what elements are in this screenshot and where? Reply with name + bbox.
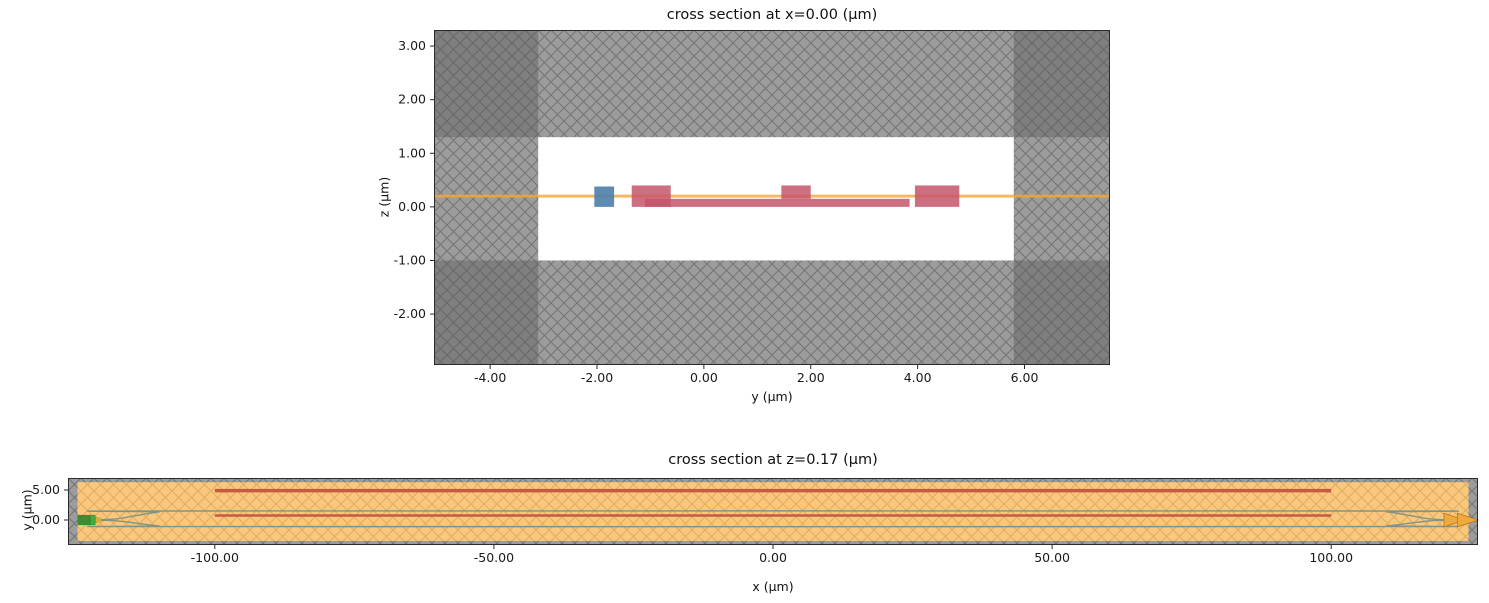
bottom-x-axis-label: x (μm) (752, 579, 794, 594)
x-tick-label: 0.00 (690, 370, 718, 385)
red-rect-right (914, 185, 960, 207)
y-tick-label: 1.00 (398, 145, 426, 160)
bottom-axes-plot: -100.00 -50.00 0.00 50.00 100.00 5.00 0.00 (32, 478, 1480, 565)
x-tick-label: 50.00 (1034, 550, 1070, 565)
y-tick-label: 0.00 (398, 199, 426, 214)
left-port-orange-dot (95, 517, 102, 523)
top-plot-title: cross section at x=0.00 (μm) (666, 7, 878, 23)
x-tick-label: -50.00 (474, 550, 514, 565)
y-tick-label: 3.00 (398, 38, 426, 53)
plot-shapes (434, 30, 1110, 365)
red-rect-mid (781, 185, 811, 199)
x-tick-label: 0.00 (759, 550, 787, 565)
waveguide-arm-top (86, 510, 1460, 521)
corner-top-left-hatch (434, 30, 539, 138)
axes-frame (434, 30, 1110, 365)
top-x-axis-label: y (μm) (751, 389, 793, 404)
left-port-marker (77, 514, 96, 526)
corner-top-right-hatch (1013, 30, 1110, 138)
teal-core-rect (594, 186, 615, 207)
corner-bottom-right-hatch (1013, 260, 1110, 365)
corner-bottom-left-hatch (434, 260, 539, 365)
axes-frame (68, 478, 1478, 545)
x-tick-label: 2.00 (797, 370, 825, 385)
red-slab-rect (645, 198, 910, 207)
bottom-plot-title: cross section at z=0.17 (μm) (668, 452, 878, 468)
right-port-arrow-2 (1456, 512, 1480, 528)
x-tick-label: 100.00 (1309, 550, 1353, 565)
x-tick-label: -2.00 (581, 370, 613, 385)
x-tick-label: -100.00 (191, 550, 239, 565)
y-tick-label: -1.00 (394, 252, 426, 267)
right-port-arrow-1 (1443, 512, 1466, 528)
x-tick-label: 6.00 (1011, 370, 1039, 385)
y-tick-label: 0.00 (32, 512, 60, 527)
waveguide-arm-bottom (86, 519, 1460, 528)
x-tick-label: 4.00 (904, 370, 932, 385)
y-tick-label: 5.00 (32, 482, 60, 497)
x-tick-label: -4.00 (474, 370, 506, 385)
top-y-axis-label: z (μm) (376, 176, 392, 218)
axis-ticks: -4.00 -2.00 0.00 2.00 4.00 6.00 3.00 2.00 1.00 0.… (394, 38, 1039, 385)
plot-shapes (68, 478, 1480, 545)
top-axes-plot: -4.00 -2.00 0.00 2.00 4.00 6.00 3.00 2.00 1.00 0.… (394, 30, 1110, 385)
y-tick-label: 2.00 (398, 92, 426, 107)
axis-ticks: -100.00 -50.00 0.00 50.00 100.00 5.00 0.00 (32, 482, 1353, 565)
y-tick-label: -2.00 (394, 306, 426, 321)
